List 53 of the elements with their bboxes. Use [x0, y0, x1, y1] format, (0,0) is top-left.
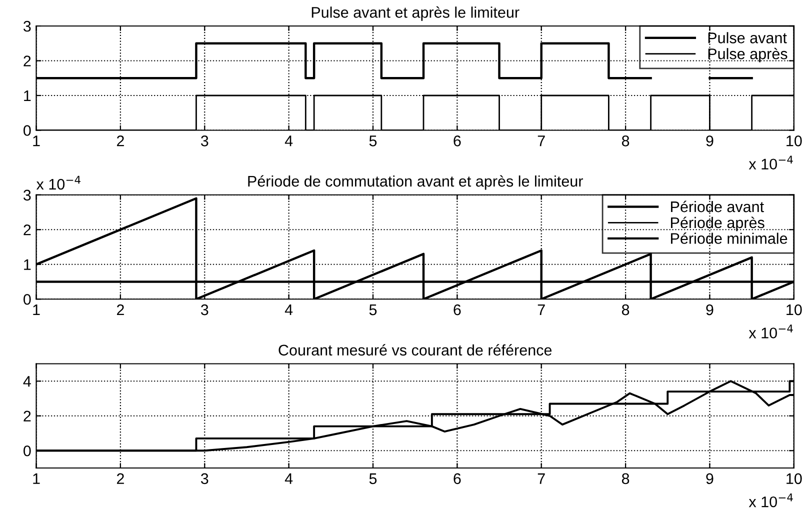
legend-label: Pulse avant [708, 32, 787, 44]
x-tick-label: 1 [33, 304, 40, 316]
chart-title: Pulse avant et après le limiteur [312, 6, 520, 21]
x-tick-label: 4 [284, 473, 293, 484]
x-tick-label: 5 [369, 473, 377, 484]
x-tick-label: 7 [538, 304, 545, 316]
y-tick-label: 2 [24, 56, 31, 66]
x-tick-label: 6 [454, 473, 461, 484]
x-tick-label: 1 [33, 136, 40, 146]
y-tick-label: 3 [23, 20, 31, 32]
x-tick-label: 10 [786, 136, 802, 146]
y-tick-label: 2 [24, 410, 31, 422]
x-tick-label: 4 [284, 304, 293, 316]
legend-label: Pulse après [708, 48, 788, 62]
y-tick-label: 0 [24, 294, 31, 305]
x-tick-label: 10 [786, 473, 802, 484]
x-tick-label: 4 [284, 136, 293, 146]
chart-title: Courant mesuré vs courant de référence [278, 344, 552, 356]
legend-label: Période avant [671, 200, 764, 212]
x-tick-label: 2 [116, 473, 124, 484]
y-tick-label: 2 [24, 224, 31, 236]
x-tick-label: 8 [622, 136, 630, 146]
y-tick-label: 1 [24, 259, 31, 270]
x-tick-label: 3 [200, 304, 208, 316]
y-tick-label: 4 [23, 376, 31, 387]
x-tick-label: 8 [622, 304, 630, 316]
x-tick-label: 2 [116, 136, 124, 146]
text: x 10$^{−4}$ [748, 156, 793, 170]
x-tick-label: 8 [622, 473, 630, 484]
text: x 10$^{−4}$ [748, 324, 793, 338]
chart-title: Période de commutation avant et après le limiteur [248, 175, 583, 190]
text: x 10$^{−4}$ [748, 493, 793, 508]
x-tick-label: 6 [454, 136, 461, 146]
x-tick-label: 3 [200, 136, 208, 146]
x-tick-label: 2 [116, 304, 124, 316]
x-tick-label: 5 [369, 136, 377, 146]
legend-label: Période après [671, 216, 764, 232]
x-tick-label: 7 [538, 473, 545, 484]
y-tick-label: 0 [24, 445, 31, 456]
text: x 10$^{−4}$ [36, 176, 80, 190]
x-tick-label: 3 [200, 473, 208, 484]
legend-label: Période minimale [671, 232, 788, 244]
x-tick-label: 7 [538, 136, 545, 146]
x-tick-label: 1 [33, 473, 40, 484]
x-tick-label: 6 [454, 304, 461, 316]
x-tick-label: 9 [706, 473, 714, 484]
x-tick-label: 10 [786, 304, 802, 316]
y-tick-label: 3 [23, 190, 31, 201]
x-tick-label: 9 [706, 136, 714, 146]
y-tick-label: 0 [24, 125, 31, 136]
x-tick-label: 5 [369, 304, 377, 316]
y-tick-label: 1 [24, 90, 31, 102]
x-tick-label: 9 [706, 304, 714, 316]
